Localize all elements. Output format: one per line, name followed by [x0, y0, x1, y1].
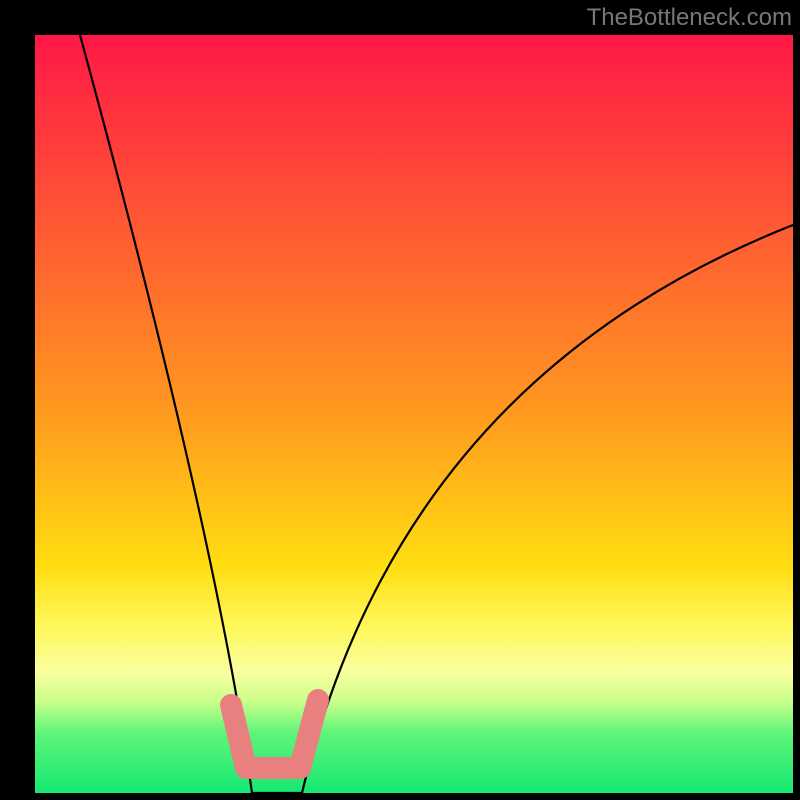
gradient-plot-area — [35, 35, 793, 793]
watermark-text: TheBottleneck.com — [587, 4, 792, 32]
